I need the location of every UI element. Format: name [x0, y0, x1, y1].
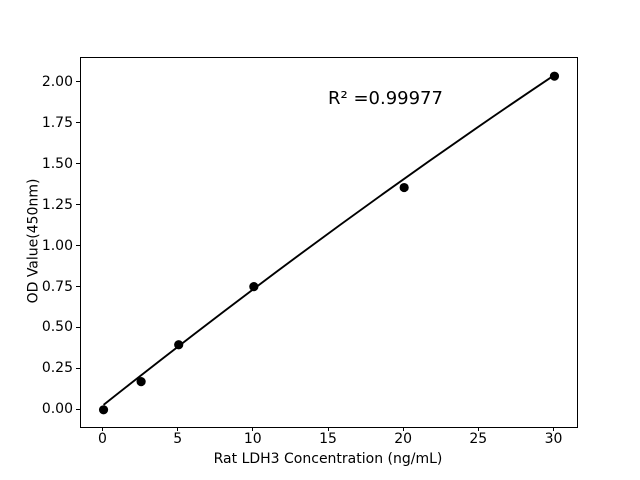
r-squared-annotation: R² =0.99977 — [328, 88, 443, 109]
y-tick-mark — [76, 163, 80, 165]
x-tick-mark — [327, 427, 329, 431]
plot-canvas — [98, 71, 560, 415]
data-point — [549, 71, 560, 81]
x-tick-label: 10 — [243, 431, 262, 447]
x-tick-label: 0 — [98, 431, 107, 447]
y-tick-mark — [76, 326, 80, 328]
data-point — [399, 182, 409, 193]
x-tick-mark — [102, 427, 103, 431]
x-tick-mark — [477, 427, 479, 431]
data-point — [98, 405, 109, 415]
x-tick-label: 5 — [173, 431, 183, 447]
y-tick-label: 0.50 — [41, 319, 73, 336]
fit-line — [102, 74, 555, 406]
y-tick-mark — [76, 245, 80, 246]
x-axis-label: Rat LDH3 Concentration (ng/mL) — [213, 451, 443, 467]
x-tick-label: 25 — [469, 431, 488, 447]
y-tick-label: 2.00 — [41, 73, 73, 90]
x-tick-mark — [177, 427, 179, 431]
y-tick-label: 1.25 — [41, 196, 73, 213]
y-tick-mark — [76, 81, 80, 83]
y-tick-label: 1.75 — [41, 114, 73, 131]
x-tick-mark — [402, 427, 404, 431]
y-tick-label: 0.25 — [41, 360, 73, 377]
y-tick-mark — [76, 286, 80, 287]
y-tick-mark — [76, 408, 80, 410]
y-tick-mark — [76, 204, 80, 206]
x-tick-mark — [252, 427, 254, 431]
data-point — [249, 282, 259, 292]
y-tick-mark — [76, 367, 80, 369]
y-tick-label: 0.00 — [41, 401, 73, 418]
data-point — [174, 340, 184, 350]
data-point — [136, 377, 146, 387]
x-tick-label: 30 — [544, 431, 563, 447]
x-tick-label: 15 — [319, 431, 337, 447]
y-tick-label: 1.50 — [41, 155, 73, 172]
y-tick-label: 0.75 — [41, 278, 73, 295]
y-tick-mark — [76, 122, 80, 124]
plot-area: R² =0.99977 — [80, 57, 578, 428]
x-tick-label: 20 — [394, 431, 413, 447]
x-tick-mark — [553, 427, 554, 431]
y-tick-label: 1.00 — [41, 237, 73, 254]
